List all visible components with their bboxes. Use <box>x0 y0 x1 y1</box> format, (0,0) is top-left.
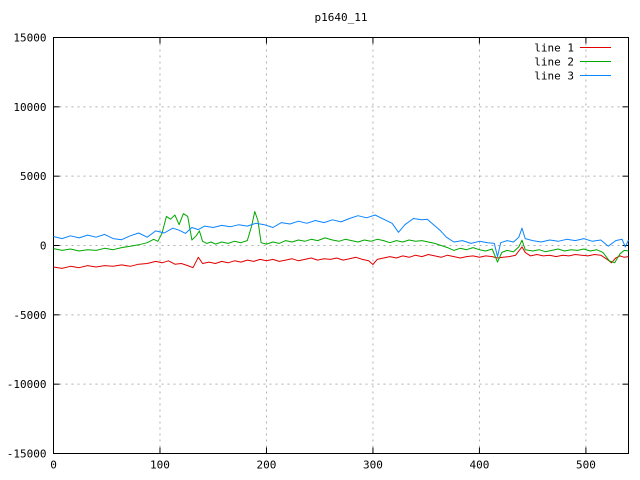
series-3-line <box>53 214 629 258</box>
legend-label: line 1 <box>534 42 574 55</box>
y-tick-label: -5000 <box>13 309 46 322</box>
series-2-line <box>53 211 629 264</box>
plot-border <box>53 37 629 454</box>
series-1-line <box>53 246 629 269</box>
y-tick-label: 15000 <box>13 32 46 45</box>
y-tick-label: 5000 <box>20 170 47 183</box>
grid-lines <box>53 37 629 454</box>
y-tick-label: 10000 <box>13 101 46 114</box>
x-tick-label: 300 <box>363 459 383 472</box>
x-tick-label: 200 <box>257 459 277 472</box>
axis-tick-labels: 0 100 200 300 400 500 -15000 -10000 -5000 0 5000 10… <box>7 32 596 472</box>
y-tick-label: -15000 <box>7 448 47 461</box>
x-tick-label: 0 <box>50 459 57 472</box>
x-tick-label: 500 <box>576 459 596 472</box>
legend-label: line 2 <box>534 56 574 69</box>
y-tick-label: -10000 <box>7 378 47 391</box>
x-tick-label: 100 <box>150 459 170 472</box>
data-series <box>53 211 629 269</box>
axis-ticks <box>53 37 629 454</box>
y-tick-label: 0 <box>40 240 47 253</box>
x-tick-label: 400 <box>469 459 489 472</box>
legend-label: line 3 <box>534 70 574 83</box>
chart-title: p1640_11 <box>315 11 368 24</box>
